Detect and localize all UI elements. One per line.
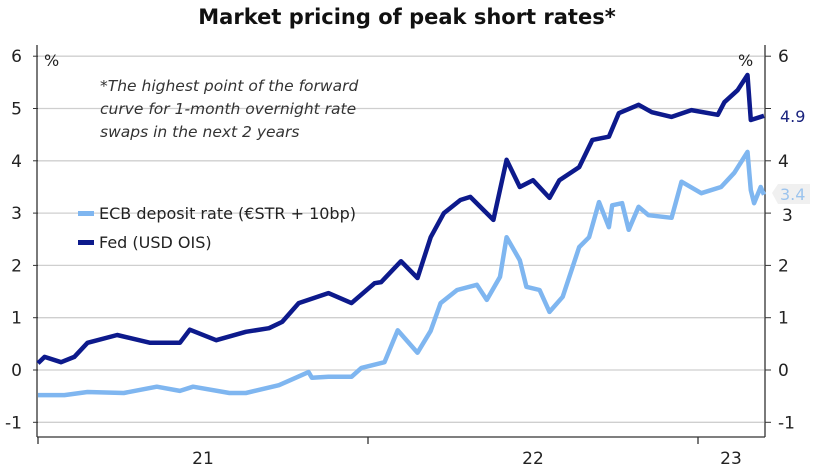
axes — [33, 45, 771, 444]
chart-title: Market pricing of peak short rates* — [198, 5, 615, 29]
series-lines — [36, 72, 767, 398]
fed-series-line — [36, 72, 765, 365]
legend: ECB deposit rate (€STR + 10bp) Fed (USD … — [78, 204, 356, 252]
y-tick-label-left: 5 — [11, 100, 22, 120]
y-tick-label-left: 4 — [11, 152, 22, 172]
y-tick-label-right: 2 — [778, 256, 789, 276]
gridlines — [38, 55, 764, 423]
y-tick-label-right: 0 — [778, 361, 789, 381]
footnote-line: curve for 1-month overnight rate — [100, 100, 356, 118]
y-tick-label-left: 3 — [11, 204, 22, 224]
legend-label-fed: Fed (USD OIS) — [99, 233, 212, 252]
right-unit-label: % — [738, 51, 753, 70]
legend-swatch-fed — [78, 240, 94, 245]
y-tick-label-left: 1 — [11, 309, 22, 329]
footnote: *The highest point of the forward curve … — [100, 77, 358, 141]
y-tick-label-right: -1 — [778, 413, 795, 433]
y-tick-label-left: 0 — [11, 361, 22, 381]
end-labels: 3.4 4.9 — [772, 107, 810, 204]
legend-label-ecb: ECB deposit rate (€STR + 10bp) — [99, 204, 356, 223]
legend-swatch-ecb — [78, 211, 94, 216]
y-tick-label-right: 3 — [782, 206, 793, 226]
footnote-line: swaps in the next 2 years — [100, 123, 300, 141]
y-tick-label-left: -1 — [5, 413, 22, 433]
footnote-line: *The highest point of the forward — [100, 77, 358, 95]
left-unit-label: % — [44, 51, 59, 70]
tick-labels: -1 -10 01 12 23 34 456 621 22 23 — [5, 47, 795, 469]
y-tick-label-right: 4 — [778, 152, 789, 172]
y-tick-label-left: 6 — [11, 47, 22, 67]
ecb-end-label: 3.4 — [780, 185, 805, 204]
x-tick-label: 22 — [522, 449, 544, 467]
ecb-series-line — [38, 149, 767, 398]
ecb-end-label-box — [772, 184, 810, 204]
x-tick-label: 23 — [720, 449, 742, 467]
y-tick-label-right: 6 — [778, 47, 789, 67]
x-tick-label: 21 — [192, 449, 214, 467]
fed-end-label: 4.9 — [780, 107, 805, 126]
y-tick-label-right: 1 — [778, 309, 789, 329]
y-tick-label-left: 2 — [11, 256, 22, 276]
